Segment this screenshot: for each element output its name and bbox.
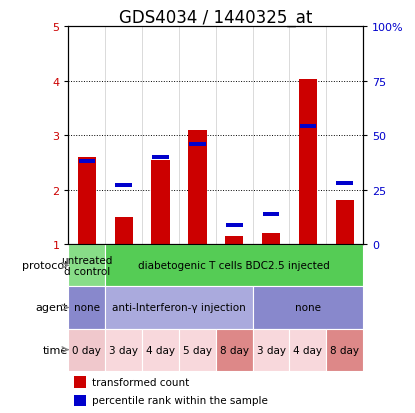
- Text: 3 day: 3 day: [256, 345, 286, 355]
- Bar: [326, 329, 363, 371]
- Bar: [263, 212, 279, 216]
- Bar: [151, 160, 170, 244]
- Bar: [253, 287, 363, 329]
- Bar: [225, 237, 244, 244]
- Title: GDS4034 / 1440325_at: GDS4034 / 1440325_at: [119, 9, 312, 27]
- Text: untreated
d control: untreated d control: [61, 255, 112, 276]
- Text: time: time: [42, 345, 68, 355]
- Bar: [115, 184, 132, 188]
- Bar: [189, 142, 206, 146]
- Bar: [337, 182, 353, 185]
- Bar: [74, 376, 86, 388]
- Text: transformed count: transformed count: [92, 377, 189, 387]
- Bar: [115, 218, 133, 244]
- Bar: [299, 80, 317, 244]
- Text: 4 day: 4 day: [293, 345, 322, 355]
- Bar: [68, 287, 105, 329]
- Text: 4 day: 4 day: [146, 345, 175, 355]
- Bar: [262, 234, 280, 244]
- Bar: [78, 160, 95, 164]
- Bar: [216, 329, 253, 371]
- Text: 8 day: 8 day: [220, 345, 249, 355]
- Text: diabetogenic T cells BDC2.5 injected: diabetogenic T cells BDC2.5 injected: [138, 261, 330, 271]
- Text: 3 day: 3 day: [109, 345, 138, 355]
- Bar: [78, 157, 96, 244]
- Bar: [68, 244, 105, 287]
- Text: 0 day: 0 day: [73, 345, 101, 355]
- Text: protocol: protocol: [22, 261, 68, 271]
- Text: percentile rank within the sample: percentile rank within the sample: [92, 396, 268, 406]
- Bar: [179, 329, 216, 371]
- Bar: [253, 329, 290, 371]
- Bar: [188, 131, 207, 244]
- Text: none: none: [74, 303, 100, 313]
- Bar: [105, 244, 363, 287]
- Bar: [105, 287, 253, 329]
- Bar: [300, 125, 316, 129]
- Bar: [152, 156, 169, 159]
- Bar: [226, 223, 242, 227]
- Text: none: none: [295, 303, 321, 313]
- Text: agent: agent: [35, 303, 68, 313]
- Bar: [142, 329, 179, 371]
- Bar: [105, 329, 142, 371]
- Text: anti-Interferon-γ injection: anti-Interferon-γ injection: [112, 303, 246, 313]
- Text: 5 day: 5 day: [183, 345, 212, 355]
- Text: 8 day: 8 day: [330, 345, 359, 355]
- Bar: [74, 395, 86, 406]
- Bar: [290, 329, 326, 371]
- Bar: [68, 329, 105, 371]
- Bar: [335, 200, 354, 244]
